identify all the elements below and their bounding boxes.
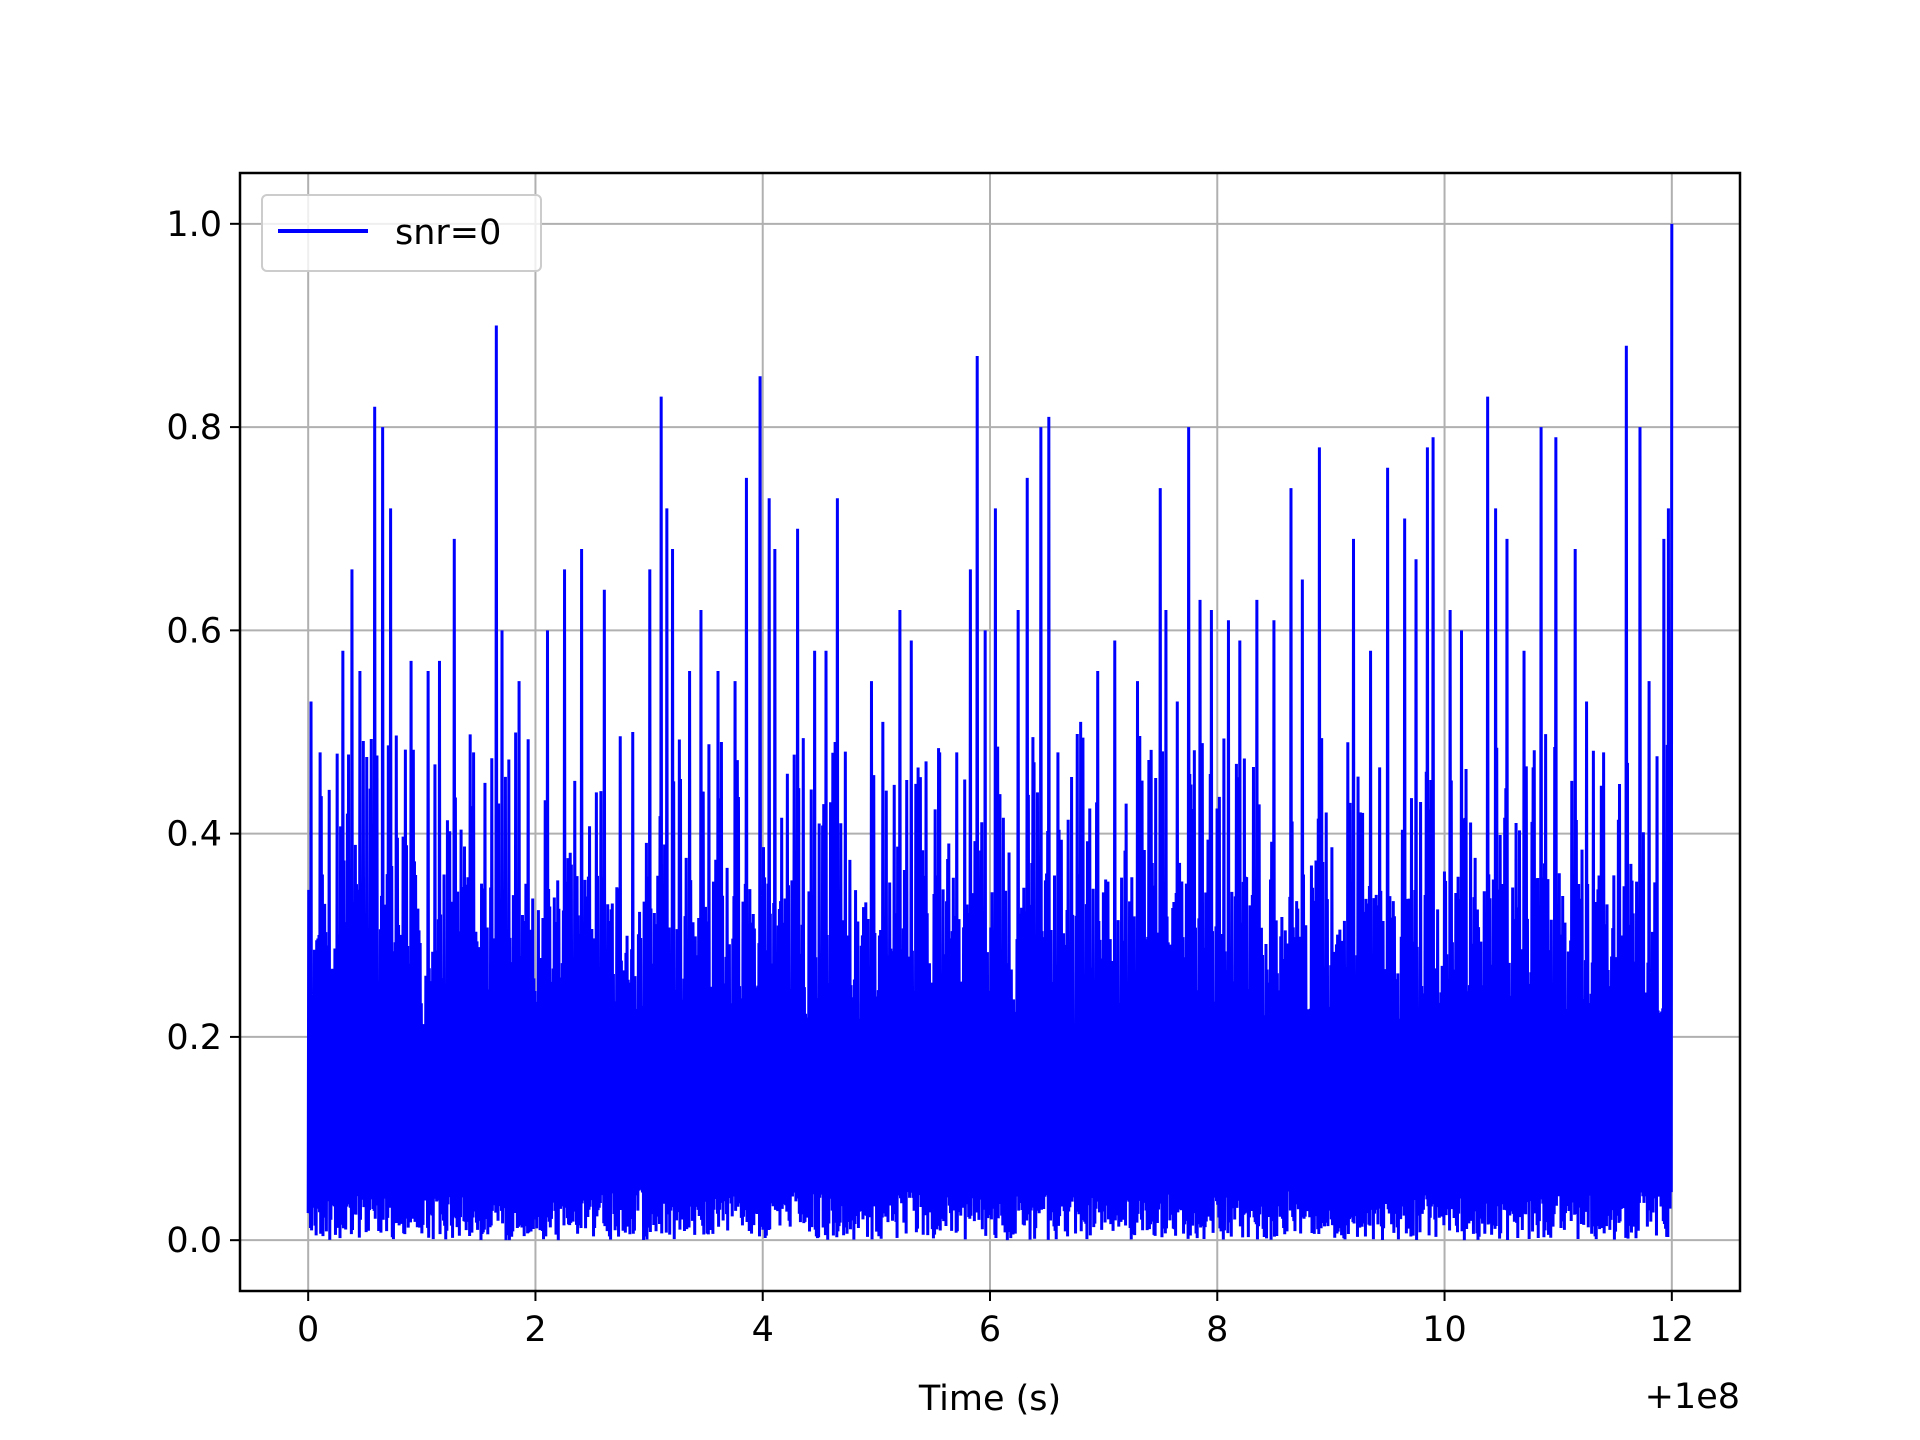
y-tick-label: 0.2 bbox=[166, 1018, 222, 1058]
x-tick-label: 4 bbox=[752, 1310, 774, 1350]
x-tick-label: 6 bbox=[979, 1310, 1001, 1350]
x-tick-label: 10 bbox=[1422, 1310, 1467, 1350]
plot-area bbox=[306, 223, 1674, 1241]
x-tick-label: 12 bbox=[1650, 1310, 1695, 1350]
y-tick-label: 0.4 bbox=[166, 815, 222, 855]
y-tick-label: 0.8 bbox=[166, 408, 222, 448]
y-tick-label: 0.0 bbox=[166, 1221, 222, 1261]
series-line-snr-0 bbox=[306, 223, 1674, 1241]
x-axis-label: Time (s) bbox=[918, 1379, 1061, 1419]
legend-entry-label: snr=0 bbox=[395, 213, 501, 253]
legend-box bbox=[261, 194, 542, 272]
legend: snr=0 bbox=[261, 194, 542, 272]
x-axis: 0 2 4 6 8 10 12 bbox=[297, 1291, 1694, 1350]
x-tick-label: 8 bbox=[1206, 1310, 1228, 1350]
y-tick-label: 1.0 bbox=[166, 205, 222, 245]
x-tick-label: 2 bbox=[524, 1310, 546, 1350]
y-axis: 0.0 0.2 0.4 0.6 0.8 1.0 bbox=[166, 205, 240, 1261]
y-tick-label: 0.6 bbox=[166, 611, 222, 651]
x-tick-label: 0 bbox=[297, 1310, 319, 1350]
x-axis-offset-label: +1e8 bbox=[1645, 1377, 1740, 1417]
